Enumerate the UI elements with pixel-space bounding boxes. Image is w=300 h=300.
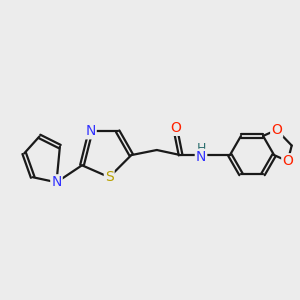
Text: S: S (105, 170, 114, 184)
Text: H: H (196, 142, 206, 155)
Text: N: N (196, 150, 206, 164)
Text: N: N (85, 124, 96, 138)
Text: N: N (51, 175, 62, 189)
Text: O: O (170, 121, 181, 135)
Text: O: O (271, 123, 282, 137)
Text: O: O (282, 154, 293, 168)
